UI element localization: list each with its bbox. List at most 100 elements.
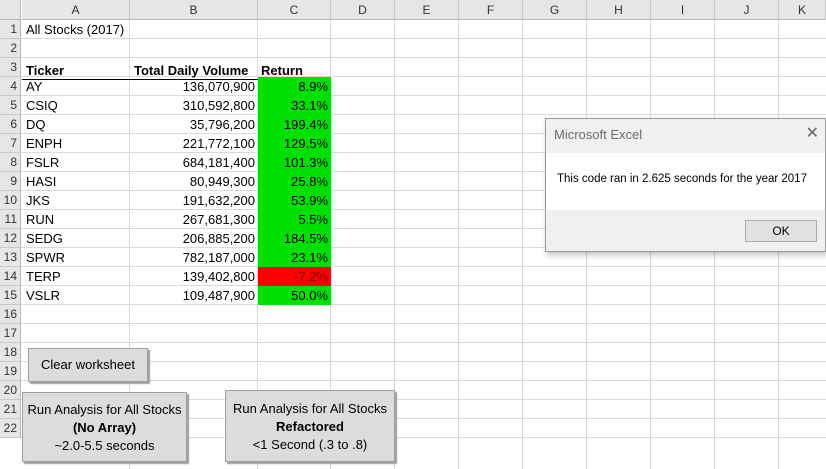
row-header-13[interactable]: 13 bbox=[0, 248, 21, 267]
column-header-e[interactable]: E bbox=[395, 0, 459, 20]
column-header-i[interactable]: I bbox=[651, 0, 715, 20]
volume-cell[interactable]: 139,402,800 bbox=[182, 269, 255, 284]
column-header-a[interactable]: A bbox=[22, 0, 130, 20]
row-header-16[interactable]: 16 bbox=[0, 305, 21, 324]
row-header-4[interactable]: 4 bbox=[0, 77, 21, 96]
header-total-daily-volume[interactable]: Total Daily Volume bbox=[134, 63, 249, 78]
return-cell[interactable]: 50.0% bbox=[258, 286, 331, 305]
return-cell[interactable]: 5.5% bbox=[258, 210, 331, 229]
row-header-9[interactable]: 9 bbox=[0, 172, 21, 191]
ticker-cell[interactable]: SEDG bbox=[26, 231, 63, 246]
ticker-cell[interactable]: AY bbox=[26, 79, 43, 94]
row-header-12[interactable]: 12 bbox=[0, 229, 21, 248]
column-header-k[interactable]: K bbox=[779, 0, 826, 20]
ticker-cell[interactable]: RUN bbox=[26, 212, 55, 227]
volume-cell[interactable]: 267,681,300 bbox=[182, 212, 255, 227]
row-header-3[interactable]: 3 bbox=[0, 58, 21, 77]
volume-cell[interactable]: 310,592,800 bbox=[182, 98, 255, 113]
return-cell[interactable]: -7.2% bbox=[258, 267, 331, 286]
grid-hline bbox=[21, 190, 826, 191]
select-all-corner[interactable] bbox=[0, 0, 21, 20]
grid-hline bbox=[21, 171, 826, 172]
return-cell[interactable]: 129.5% bbox=[258, 134, 331, 153]
ticker-cell[interactable]: VSLR bbox=[26, 288, 60, 303]
row-header-18[interactable]: 18 bbox=[0, 343, 21, 362]
no-array-line2: (No Array) bbox=[72, 420, 137, 435]
return-cell[interactable]: 53.9% bbox=[258, 191, 331, 210]
refactored-line2: Refactored bbox=[276, 419, 344, 434]
volume-cell[interactable]: 136,070,900 bbox=[182, 79, 255, 94]
row-header-2[interactable]: 2 bbox=[0, 39, 21, 58]
column-header-h[interactable]: H bbox=[587, 0, 651, 20]
row-header-10[interactable]: 10 bbox=[0, 191, 21, 210]
grid-hline bbox=[21, 399, 826, 400]
volume-cell[interactable]: 221,772,100 bbox=[182, 136, 255, 151]
row-header-19[interactable]: 19 bbox=[0, 362, 21, 381]
row-header-14[interactable]: 14 bbox=[0, 267, 21, 286]
return-cell[interactable]: 33.1% bbox=[258, 96, 331, 115]
row-header-15[interactable]: 15 bbox=[0, 286, 21, 305]
grid-hline bbox=[21, 95, 826, 96]
ticker-cell[interactable]: ENPH bbox=[26, 136, 63, 151]
return-cell[interactable]: 101.3% bbox=[258, 153, 331, 172]
return-cell[interactable]: 8.9% bbox=[258, 77, 331, 96]
close-icon[interactable]: ✕ bbox=[805, 125, 819, 142]
row-header-21[interactable]: 21 bbox=[0, 400, 21, 419]
ticker-cell[interactable]: TERP bbox=[26, 269, 61, 284]
grid-hline bbox=[21, 38, 826, 39]
volume-cell[interactable]: 35,796,200 bbox=[189, 117, 255, 132]
sheet-title-cell[interactable]: All Stocks (2017) bbox=[26, 22, 125, 37]
grid-hline bbox=[21, 76, 826, 77]
header-return[interactable]: Return bbox=[261, 63, 303, 78]
clear-worksheet-button[interactable]: Clear worksheet bbox=[28, 348, 148, 382]
row-header-1[interactable]: 1 bbox=[0, 20, 21, 39]
volume-cell[interactable]: 80,949,300 bbox=[189, 174, 255, 189]
row-header-11[interactable]: 11 bbox=[0, 210, 21, 229]
run-analysis-no-array-button[interactable]: Run Analysis for All Stocks (No Array) ~… bbox=[22, 392, 187, 462]
run-analysis-refactored-button[interactable]: Run Analysis for All Stocks Refactored <… bbox=[225, 390, 395, 462]
ticker-cell[interactable]: HASI bbox=[26, 174, 57, 189]
volume-cell[interactable]: 684,181,400 bbox=[182, 155, 255, 170]
volume-cell[interactable]: 191,632,200 bbox=[182, 193, 255, 208]
return-cell[interactable]: 23.1% bbox=[258, 248, 331, 267]
volume-cell[interactable]: 206,885,200 bbox=[182, 231, 255, 246]
grid-hline bbox=[21, 380, 826, 381]
clear-worksheet-label: Clear worksheet bbox=[41, 357, 135, 372]
column-header-b[interactable]: B bbox=[130, 0, 258, 20]
column-header-d[interactable]: D bbox=[331, 0, 395, 20]
ticker-cell[interactable]: FSLR bbox=[26, 155, 60, 170]
grid-hline bbox=[21, 266, 826, 267]
grid-hline bbox=[21, 323, 826, 324]
grid-hline bbox=[21, 247, 826, 248]
row-header-22[interactable]: 22 bbox=[0, 419, 21, 438]
row-header-8[interactable]: 8 bbox=[0, 153, 21, 172]
column-header-f[interactable]: F bbox=[459, 0, 523, 20]
refactored-line1: Run Analysis for All Stocks bbox=[233, 401, 387, 416]
message-dialog: Microsoft Excel ✕ This code ran in 2.625… bbox=[545, 118, 826, 252]
grid-vline bbox=[394, 20, 395, 469]
ticker-cell[interactable]: SPWR bbox=[26, 250, 65, 265]
return-cell[interactable]: 25.8% bbox=[258, 172, 331, 191]
row-header-6[interactable]: 6 bbox=[0, 115, 21, 134]
row-header-20[interactable]: 20 bbox=[0, 381, 21, 400]
header-ticker[interactable]: Ticker bbox=[26, 63, 65, 78]
volume-cell[interactable]: 109,487,900 bbox=[182, 288, 255, 303]
ok-button[interactable]: OK bbox=[745, 220, 817, 242]
grid-vline bbox=[458, 20, 459, 469]
column-header-c[interactable]: C bbox=[258, 0, 331, 20]
no-array-line3: ~2.0-5.5 seconds bbox=[54, 438, 155, 453]
grid-hline bbox=[21, 57, 826, 58]
ticker-cell[interactable]: JKS bbox=[26, 193, 50, 208]
ticker-cell[interactable]: DQ bbox=[26, 117, 46, 132]
ticker-cell[interactable]: CSIQ bbox=[26, 98, 58, 113]
header-underline bbox=[22, 79, 331, 80]
volume-cell[interactable]: 782,187,000 bbox=[182, 250, 255, 265]
row-header-17[interactable]: 17 bbox=[0, 324, 21, 343]
return-cell[interactable]: 184.5% bbox=[258, 229, 331, 248]
return-cell[interactable]: 199.4% bbox=[258, 115, 331, 134]
row-header-7[interactable]: 7 bbox=[0, 134, 21, 153]
row-header-5[interactable]: 5 bbox=[0, 96, 21, 115]
column-header-j[interactable]: J bbox=[715, 0, 779, 20]
column-header-g[interactable]: G bbox=[523, 0, 587, 20]
